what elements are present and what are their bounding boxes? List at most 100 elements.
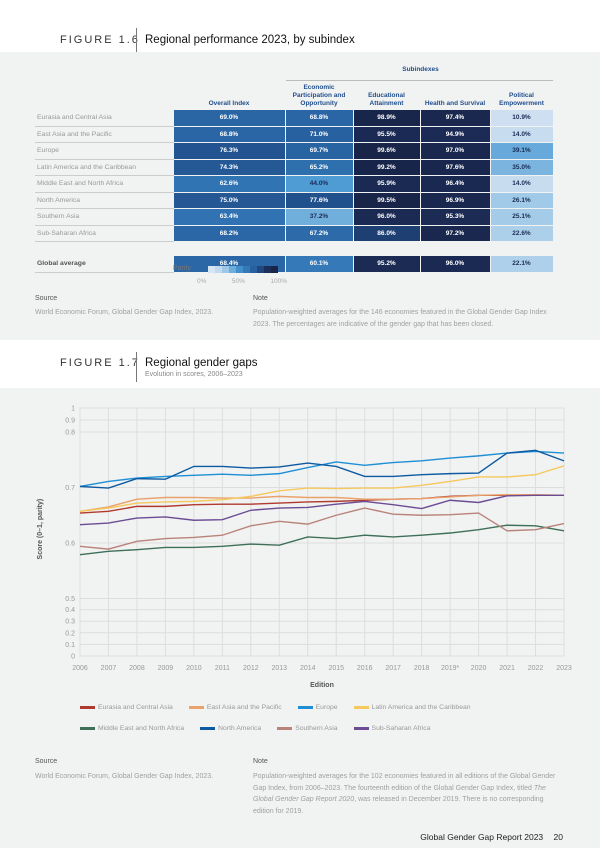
value-cell: 74.3% (172, 158, 286, 176)
scale-swatch (229, 266, 236, 273)
x-tick-label: 2010 (186, 665, 202, 672)
tick: 0% (197, 278, 207, 285)
legend-swatch (188, 706, 204, 709)
value-cell: 14.0% (489, 125, 554, 143)
legend-label: North America (218, 725, 262, 732)
parity-scale-ticks: 0% 50% 100% (197, 278, 287, 285)
value-cell: 94.9% (419, 125, 491, 143)
series-line-east-asia-and-the-pacific (79, 494, 565, 513)
divider (136, 28, 137, 54)
series-line-southern-asia (79, 507, 565, 550)
table-header-row: Overall Index Economic Participation and … (35, 83, 553, 110)
value-cell: 69.0% (172, 109, 286, 127)
region-name: East Asia and the Pacific (35, 126, 173, 143)
note-text: Population-weighted averages for the 146… (253, 309, 547, 328)
chart-legend: Eurasia and Central Asia East Asia and th… (80, 704, 560, 732)
region-name: Eurasia and Central Asia (35, 109, 173, 127)
y-axis-title: Score (0–1, parity) (37, 499, 44, 560)
legend-item: Middle East and North Africa (80, 725, 184, 732)
y-tick-label: 0.4 (65, 607, 75, 614)
subindexes-header: Subindexes (402, 66, 439, 73)
region-name: Europe (35, 142, 173, 160)
x-tick-label: 2020 (471, 665, 487, 672)
scale-swatch (208, 266, 215, 273)
legend-swatch (353, 706, 369, 709)
x-tick-label: 2013 (272, 665, 288, 672)
figure-1-7-label: FIGURE 1.7 (60, 357, 140, 369)
column-header: Overall Index (208, 100, 250, 107)
scale-swatch (222, 266, 229, 273)
value-cell: 71.0% (284, 125, 354, 143)
value-cell: 63.4% (172, 208, 286, 226)
region-header (35, 83, 173, 110)
legend-item: Southern Asia (277, 725, 338, 732)
value-cell: 26.1% (489, 191, 554, 209)
table-row: North America 75.0% 77.6% 99.5% 96.9% 26.1% (35, 191, 554, 209)
note-part: Population-weighted averages for the 102… (253, 773, 556, 792)
value-cell: 86.0% (352, 224, 421, 242)
value-cell: 44.0% (284, 175, 354, 193)
value-cell: 95.3% (419, 208, 491, 226)
x-tick-label: 2022 (528, 665, 544, 672)
value-cell: 95.5% (352, 125, 421, 143)
value-cell: 99.2% (352, 158, 421, 176)
x-tick-label: 2008 (129, 665, 145, 672)
plot-frame (79, 407, 565, 657)
legend-label: Southern Asia (295, 725, 338, 732)
table-row: Southern Asia 63.4% 37.2% 96.0% 95.3% 25.1% (35, 208, 554, 226)
x-tick-label: 2014 (300, 665, 316, 672)
legend-label: Eurasia and Central Asia (98, 704, 173, 711)
value-cell: 37.2% (284, 208, 354, 226)
source-text: World Economic Forum, Global Gender Gap … (35, 773, 214, 780)
x-tick-label: 2011 (215, 665, 230, 672)
region-name: Latin America and the Caribbean (35, 159, 173, 176)
table-row: Eurasia and Central Asia 69.0% 68.8% 98.9% 9… (35, 109, 554, 127)
value-cell: 25.1% (489, 208, 554, 226)
series-line-europe (79, 450, 565, 488)
tick: 100% (270, 278, 287, 285)
value-cell: 96.9% (419, 191, 491, 209)
figure-1-7-subtitle: Evolution in scores, 2006–2023 (145, 371, 243, 378)
x-tick-label: 2006 (72, 665, 88, 672)
value-cell: 62.6% (172, 175, 286, 193)
value-cell: 95.9% (352, 175, 421, 193)
y-tick-label: 0.2 (65, 630, 75, 637)
table-row: Middle East and North Africa 62.6% 44.0% 95… (35, 175, 554, 193)
legend-swatch (80, 727, 95, 730)
x-tick-label: 2019* (441, 665, 460, 672)
note-part: , was released in December 2019. There i… (253, 796, 544, 815)
value-cell: 10.9% (489, 109, 554, 127)
x-tick-label: 2021 (499, 665, 515, 672)
tick: 50% (231, 278, 245, 285)
series-line-north-america (79, 449, 565, 489)
value-cell: 76.3% (172, 142, 286, 160)
value-cell: 68.8% (284, 109, 354, 127)
value-cell: 99.6% (352, 142, 421, 160)
value-cell: 97.0% (419, 142, 491, 160)
scale-swatch (257, 266, 264, 273)
legend-label: Europe (315, 704, 338, 711)
legend-item: Eurasia and Central Asia (80, 704, 173, 711)
source-label: Source (35, 295, 58, 302)
y-tick-label: 0.5 (65, 596, 75, 603)
x-tick-label: 2015 (328, 665, 344, 672)
value-cell: 97.6% (419, 158, 491, 176)
legend-label: East Asia and the Pacific (206, 704, 282, 711)
x-tick-label: 2017 (385, 665, 401, 672)
region-name: Global average (35, 255, 173, 273)
x-axis-title: Edition (310, 682, 334, 689)
region-name: Southern Asia (35, 208, 173, 226)
scale-swatch (250, 266, 257, 273)
x-tick-label: 2023 (556, 665, 572, 672)
note-italic: The Global Gender Gap Report 2020 (253, 784, 546, 804)
x-tick-label: 2018 (414, 665, 430, 672)
value-cell: 68.8% (172, 125, 286, 143)
table-row: Europe 76.3% 69.7% 99.6% 97.0% 39.1% (35, 142, 554, 160)
value-cell: 67.2% (284, 224, 354, 242)
value-cell: 77.6% (284, 191, 354, 209)
series-line-middle-east-and-north-africa (79, 524, 565, 556)
value-cell: 98.9% (352, 109, 421, 127)
parity-color-scale (208, 266, 278, 273)
value-cell: 14.0% (489, 175, 554, 193)
source-text: World Economic Forum, Global Gender Gap … (35, 309, 214, 316)
